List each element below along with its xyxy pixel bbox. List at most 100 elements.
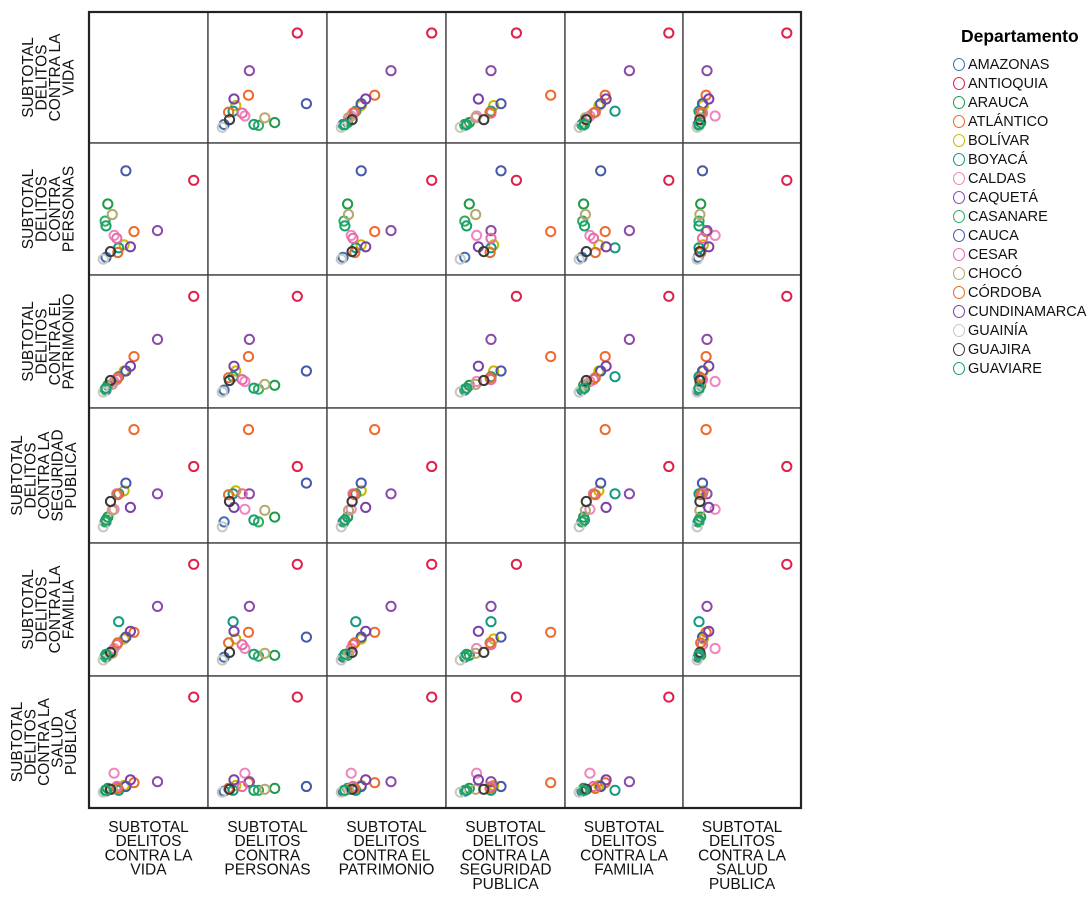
point-guainía-r1-c4: [573, 253, 585, 265]
point-antioquia-r1-c3: [510, 174, 523, 186]
point-córdoba-r2-c3: [484, 372, 496, 384]
point-cesar-r4-c2: [347, 639, 359, 651]
point-cundinamarca-r3-c2: [360, 501, 372, 513]
point-antioquia-r2-c0: [188, 290, 200, 302]
point-atlántico-r2-c0: [128, 351, 140, 363]
legend-item: GUAJIRA: [953, 340, 1086, 359]
point-cundinamarca-r2-c4: [600, 360, 612, 372]
point-caldas-r5-c4: [584, 767, 596, 779]
point-caquetá-r4-c1: [243, 600, 255, 613]
point-guajira-r0-c1: [223, 114, 236, 126]
legend-item: BOLÍVAR: [953, 131, 1086, 150]
point-antioquia-r4-c3: [510, 558, 523, 570]
point-cundinamarca-r5-c0: [124, 774, 136, 786]
point-guaviare-r4-c5: [693, 648, 705, 660]
legend-label: CASANARE: [968, 208, 1048, 225]
point-cesar-r5-c1: [236, 780, 248, 793]
point-guainía-r3-c1: [216, 521, 228, 533]
point-guajira-r2-c5: [694, 374, 706, 387]
point-caquetá-r1-c4: [623, 225, 636, 237]
panel-r2-c2: [326, 274, 447, 409]
point-boyacá-r4-c2: [350, 616, 362, 628]
point-guaviare-r3-c0: [100, 514, 112, 526]
point-guaviare-r0-c4: [578, 118, 591, 131]
column-label-line: CONTRA LA: [580, 847, 669, 864]
legend-label: CUNDINAMARCA: [968, 303, 1087, 320]
point-caquetá-r4-c2: [385, 600, 397, 613]
point-cundinamarca-r2-c3: [472, 360, 484, 372]
legend-item: GUAINÍA: [953, 321, 1086, 340]
point-guajira-r5-c2: [346, 783, 358, 795]
column-label-line: DELITOS: [591, 833, 657, 850]
point-cundinamarca-r4-c1: [228, 625, 240, 637]
point-guaviare-r2-c4: [578, 382, 591, 394]
point-cundinamarca-r5-c1: [228, 774, 240, 786]
point-guaviare-r4-c3: [461, 648, 473, 660]
point-antioquia-r3-c1: [291, 460, 303, 473]
point-amazonas-r3-c1: [218, 516, 230, 528]
column-label-line: SUBTOTAL: [108, 819, 189, 836]
column-label-line: CONTRA: [235, 847, 301, 864]
column-label-line: SUBTOTAL: [346, 819, 427, 836]
legend-item: CUNDINAMARCA: [953, 302, 1086, 321]
legend-items: AMAZONAS ANTIOQUIA ARAUCA ATLÁNTICO BOLÍVAR B…: [953, 55, 1086, 378]
point-boyacá-r2-c4: [609, 371, 621, 383]
point-guaviare-r1-c5: [693, 220, 705, 232]
point-cundinamarca-r3-c4: [600, 501, 612, 513]
panel-r1-c1: [207, 142, 328, 276]
point-chocó-r2-c1: [259, 378, 271, 390]
circle-marker-icon: [953, 343, 965, 356]
point-cesar-r1-c4: [587, 232, 600, 244]
point-guajira-r5-c1: [223, 783, 236, 795]
point-antioquia-r3-c0: [188, 460, 200, 473]
point-guainía-r1-c0: [97, 253, 109, 265]
point-cauca-r4-c3: [495, 631, 507, 643]
point-guajira-r1-c2: [346, 246, 358, 258]
point-cundinamarca-r1-c2: [360, 241, 372, 253]
column-label-line: DELITOS: [115, 833, 181, 850]
circle-marker-icon: [953, 286, 965, 299]
point-caldas-r5-c0: [108, 767, 120, 779]
point-córdoba-r5-c0: [112, 782, 124, 795]
point-antioquia-r4-c5: [781, 558, 793, 570]
point-caldas-r3-c5: [709, 503, 721, 515]
point-guaviare-r0-c3: [461, 118, 473, 131]
row-label-line: PERSONAS: [60, 166, 77, 252]
legend-item: CHOCÓ: [953, 264, 1086, 283]
legend-label: CALDAS: [968, 170, 1027, 187]
point-córdoba-r1-c0: [112, 246, 124, 259]
point-guainía-r0-c3: [454, 121, 466, 133]
point-caldas-r5-c2: [345, 767, 357, 779]
point-antioquia-r3-c5: [781, 460, 793, 473]
point-caldas-r5-c3: [471, 767, 483, 779]
point-amazonas-r2-c1: [218, 384, 230, 396]
point-boyacá-r4-c3: [485, 616, 497, 628]
point-cauca-r5-c1: [300, 780, 312, 793]
point-guaviare-r5-c1: [248, 784, 260, 796]
point-córdoba-r0-c5: [695, 106, 707, 118]
point-atlántico-r2-c1: [242, 351, 255, 363]
point-cundinamarca-r2-c5: [703, 360, 715, 372]
point-cauca-r2-c3: [495, 365, 507, 377]
point-guajira-r2-c1: [223, 374, 236, 387]
point-cesar-r0-c1: [236, 107, 248, 119]
point-guaviare-r1-c4: [578, 220, 591, 232]
point-casanare-r1-c5: [693, 215, 705, 227]
point-atlántico-r1-c2: [369, 226, 381, 238]
point-caquetá-r3-c0: [151, 488, 164, 500]
point-bolívar-r1-c0: [118, 239, 130, 251]
point-atlántico-r0-c1: [242, 89, 255, 101]
point-cundinamarca-r5-c3: [472, 774, 484, 786]
circle-marker-icon: [953, 191, 965, 204]
point-guajira-r3-c1: [223, 495, 236, 508]
point-guaviare-r4-c2: [339, 648, 351, 660]
point-atlántico-r3-c4: [599, 424, 611, 436]
point-antioquia-r5-c1: [291, 691, 303, 703]
row-label-line: DELITOS: [33, 308, 50, 374]
